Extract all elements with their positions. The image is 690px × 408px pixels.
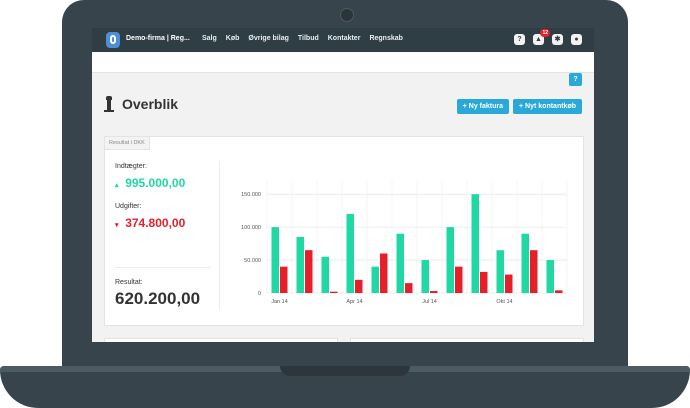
notification-badge: 12 xyxy=(540,29,550,37)
company-name[interactable]: Demo-firma | Reg... xyxy=(126,35,190,42)
nav-item-kontakter[interactable]: Kontakter xyxy=(327,35,361,42)
income-amount: 995.000,00 xyxy=(125,176,186,190)
logo-icon[interactable] xyxy=(106,32,120,48)
bar-expense xyxy=(305,250,313,293)
bottom-card-right xyxy=(350,338,584,342)
bar-income xyxy=(396,233,404,293)
result-value: 620.200,00 xyxy=(115,289,201,308)
nav-item-tilbud[interactable]: Tilbud xyxy=(297,35,319,42)
nav-item-regnskab[interactable]: Regnskab xyxy=(369,35,403,42)
page-help-button[interactable]: ? xyxy=(569,73,582,86)
action-buttons: + Ny faktura + Nyt kontantkøb xyxy=(456,99,582,114)
page-title: Overblik xyxy=(122,96,179,112)
y-tick-label: 50.000 xyxy=(244,258,261,264)
bar-income xyxy=(496,250,504,293)
income-label: Indtægter: xyxy=(115,163,147,170)
bar-expense xyxy=(455,266,463,293)
x-tick-label: Jul 14 xyxy=(422,299,437,305)
result-chart: 0 50.000 100.000 150.000 Jan 14 Apr 14 Jul 14 O… xyxy=(241,181,568,305)
nav-actions: ? ▲ 12 ✱ ● xyxy=(514,29,582,45)
user-icon[interactable]: ● xyxy=(571,34,582,45)
bar-expense xyxy=(505,274,513,293)
bar-income xyxy=(471,194,479,293)
new-invoice-button[interactable]: + Ny faktura xyxy=(456,99,510,114)
bar-expense xyxy=(355,279,363,293)
bar-expense xyxy=(280,266,288,293)
x-tick-label: Jan 14 xyxy=(271,299,288,305)
bar-income xyxy=(321,256,329,293)
x-tick-label: Okt 14 xyxy=(496,299,512,305)
bar-expense xyxy=(555,290,563,293)
x-tick-label: Apr 14 xyxy=(346,299,362,305)
sub-bar xyxy=(92,52,594,73)
expense-value: ▾ 374.800,00 xyxy=(115,216,186,230)
top-nav: Demo-firma | Reg... Salg Køb Øvrige bila… xyxy=(92,28,594,52)
bottom-card-left xyxy=(104,338,338,342)
divider xyxy=(115,267,211,268)
laptop-notch xyxy=(280,366,410,376)
y-tick-label: 100.000 xyxy=(241,225,261,231)
new-cash-purchase-button[interactable]: + Nyt kontantkøb xyxy=(513,99,582,114)
camera-icon xyxy=(340,8,354,22)
vertical-divider xyxy=(219,161,220,309)
lighthouse-icon xyxy=(104,96,114,112)
y-tick-label: 0 xyxy=(258,291,261,297)
bar-income xyxy=(346,213,354,293)
bar-income xyxy=(421,260,429,293)
bar-expense xyxy=(430,291,438,293)
expense-label: Udgifter: xyxy=(115,203,142,210)
bar-income xyxy=(371,266,379,293)
income-value: ▴ 995.000,00 xyxy=(115,176,186,190)
bar-income xyxy=(296,237,304,293)
bar-income xyxy=(546,260,554,293)
bar-expense xyxy=(380,253,388,293)
bar-income xyxy=(521,233,529,293)
bar-expense xyxy=(530,250,538,293)
screen: Demo-firma | Reg... Salg Køb Øvrige bila… xyxy=(92,28,594,342)
bar-expense xyxy=(480,271,488,293)
nav-item-kob[interactable]: Køb xyxy=(225,35,240,42)
bar-expense xyxy=(330,291,338,293)
result-card: Resultat i DKK Indtægter: ▴ 995.000,00 U… xyxy=(104,136,584,326)
bell-icon[interactable]: ▲ 12 xyxy=(533,29,550,45)
nav-item-ovrige-bilag[interactable]: Øvrige bilag xyxy=(248,35,289,42)
nav-menu: Salg Køb Øvrige bilag Tilbud Kontakter R… xyxy=(202,35,403,42)
result-label: Resultat: xyxy=(115,279,143,286)
bar-expense xyxy=(405,283,413,293)
nav-item-salg[interactable]: Salg xyxy=(202,35,217,42)
bar-income xyxy=(271,227,279,293)
help-icon[interactable]: ? xyxy=(514,34,525,45)
bar-income xyxy=(446,227,454,293)
expense-amount: 374.800,00 xyxy=(125,216,186,230)
title-row: Overblik xyxy=(104,96,178,112)
y-tick-label: 150.000 xyxy=(241,192,261,198)
gear-icon[interactable]: ✱ xyxy=(552,34,563,45)
card-tab-result[interactable]: Resultat i DKK xyxy=(105,137,150,150)
